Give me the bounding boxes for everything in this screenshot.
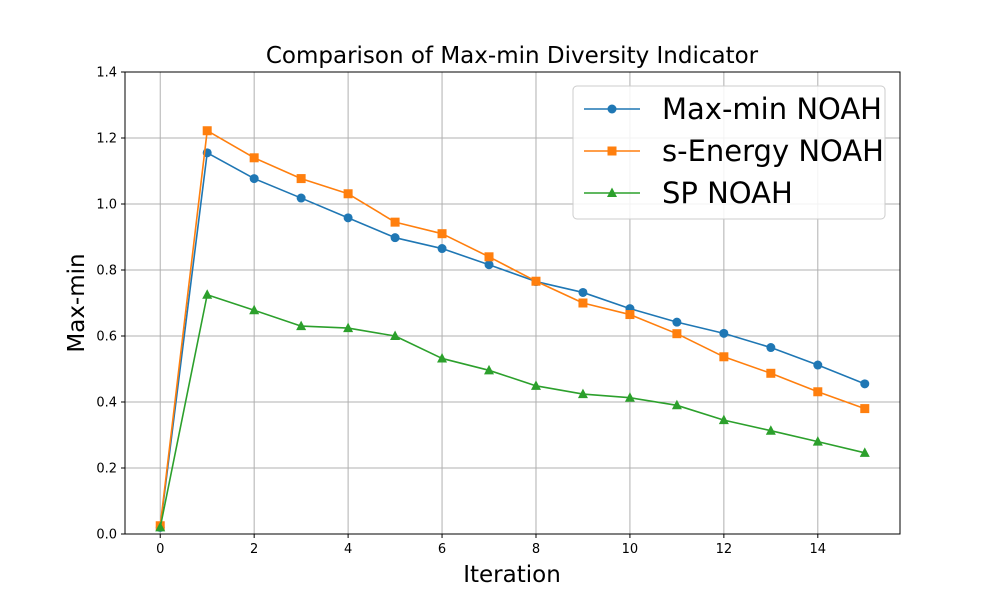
data-point	[531, 276, 541, 286]
legend-box	[572, 85, 886, 220]
legend-label: SP NOAH	[662, 176, 793, 210]
data-point	[390, 217, 400, 227]
legend: Max-min NOAH s-Energy NOAH SP NOAH	[572, 85, 886, 220]
data-point	[343, 322, 354, 333]
data-point	[437, 229, 447, 239]
x-tick-label: 8	[532, 542, 540, 557]
data-point	[249, 153, 259, 163]
y-tick-label: 1.2	[96, 132, 117, 147]
y-tick-label: 0.8	[96, 264, 117, 279]
data-point	[437, 244, 447, 254]
x-tick-label: 6	[438, 542, 446, 557]
x-tick-label: 12	[716, 542, 733, 557]
data-point	[718, 414, 729, 425]
data-point	[625, 310, 635, 320]
data-point	[812, 436, 823, 446]
plot-frame	[124, 71, 901, 535]
data-point	[390, 330, 401, 340]
data-point	[343, 189, 353, 199]
data-point	[813, 360, 823, 370]
data-point	[671, 399, 682, 410]
series-line	[159, 129, 866, 526]
data-point	[249, 174, 259, 184]
data-point	[766, 368, 776, 378]
y-tick-label: 0.4	[96, 396, 117, 411]
legend-marker	[607, 146, 617, 156]
x-axis-ticks: 0 2 4 6 8 10 12 14	[156, 534, 826, 557]
x-tick-label: 14	[810, 542, 827, 557]
x-tick-label: 10	[622, 542, 639, 557]
data-point	[484, 252, 494, 262]
y-tick-label: 0.2	[96, 462, 117, 477]
data-point	[390, 233, 400, 243]
y-tick-label: 1.0	[96, 198, 117, 213]
legend-label: s-Energy NOAH	[662, 134, 884, 168]
x-tick-label: 2	[250, 542, 258, 557]
legend-entry: Max-min NOAH	[584, 92, 882, 126]
data-point	[624, 392, 635, 402]
series-line	[159, 293, 865, 528]
chart-title: Comparison of Max-min Diversity Indicato…	[266, 43, 759, 69]
legend-label: Max-min NOAH	[662, 92, 882, 126]
legend-entry: s-Energy NOAH	[584, 134, 884, 168]
series-layer	[155, 126, 870, 532]
y-axis-ticks: 0.0 0.2 0.4 0.6 0.8 1.0 1.2 1.4	[96, 66, 125, 543]
x-tick-label: 0	[156, 542, 164, 557]
legend-entry: SP NOAH	[584, 176, 793, 210]
data-point	[578, 287, 588, 297]
x-axis-label: Iteration	[463, 562, 561, 588]
series-line	[159, 152, 866, 528]
data-point	[249, 304, 260, 315]
legend-marker	[607, 187, 617, 197]
data-point	[155, 521, 166, 532]
data-point	[719, 352, 729, 362]
data-point	[202, 126, 212, 136]
y-tick-label: 1.4	[96, 66, 117, 81]
data-point	[765, 425, 776, 435]
data-point	[437, 352, 448, 363]
y-tick-label: 0.6	[96, 330, 117, 345]
data-point	[296, 174, 306, 184]
data-point	[577, 388, 588, 399]
data-point	[296, 320, 307, 331]
data-point	[860, 404, 870, 414]
x-tick-label: 4	[344, 542, 352, 557]
series-triangle	[155, 289, 870, 532]
data-point	[484, 364, 495, 375]
data-point	[672, 329, 682, 339]
data-point	[719, 328, 729, 338]
y-axis-label: Max-min	[64, 253, 90, 352]
data-point	[484, 260, 494, 270]
legend-marker	[607, 104, 617, 114]
data-point	[859, 447, 870, 457]
data-point	[530, 380, 541, 390]
data-point	[860, 379, 870, 389]
data-point	[766, 343, 776, 353]
y-tick-label: 0.0	[96, 528, 117, 543]
data-point	[296, 193, 306, 203]
data-point	[813, 387, 823, 397]
data-point	[672, 317, 682, 327]
data-point	[202, 289, 213, 299]
data-point	[578, 298, 588, 308]
data-point	[343, 213, 353, 223]
